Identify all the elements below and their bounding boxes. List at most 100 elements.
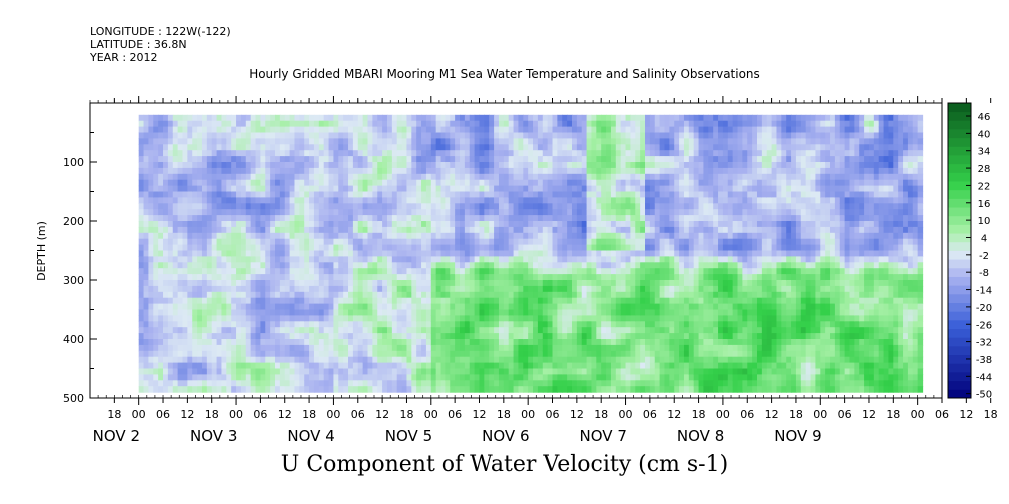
heatmap-cell [581,303,588,311]
heatmap-cell [425,132,432,139]
heatmap-cell [284,221,291,228]
heatmap-cell [221,114,227,122]
heatmap-cell [255,380,261,387]
heatmap-cell [533,221,539,228]
heatmap-cell [377,303,383,311]
heatmap-cell [367,291,373,299]
heatmap-cell [464,197,471,204]
heatmap-cell [153,362,159,370]
heatmap-cell [216,250,223,257]
heatmap-cell [216,268,223,275]
heatmap-cell [357,285,364,293]
heatmap-cell [206,309,213,316]
year-label: YEAR : 2012 [90,51,158,64]
heatmap-cell [391,327,398,334]
heatmap-cell [586,297,593,305]
heatmap-cell [338,244,344,252]
heatmap-cell [172,350,179,358]
heatmap-cell [338,374,344,381]
heatmap-cell [187,156,193,163]
heatmap-cell [508,197,515,204]
heatmap-cell [474,179,481,187]
heatmap-cell [479,285,485,293]
heatmap-cell [528,185,534,193]
heatmap-cell [226,197,232,204]
heatmap-cell [255,256,261,263]
heatmap-cell [411,120,417,128]
heatmap-cell [649,167,656,175]
heatmap-cell [610,321,617,328]
heatmap-cell [498,285,505,293]
heatmap-cell [425,280,432,287]
heatmap-cell [318,150,325,157]
heatmap-cell [460,244,466,252]
heatmap-cell [416,156,422,163]
heatmap-cell [391,221,398,228]
heatmap-cell [498,144,505,151]
heatmap-cell [333,114,339,122]
heatmap-cell [596,221,602,228]
heatmap-cell [153,238,159,246]
heatmap-cell [275,303,281,311]
heatmap-cell [357,179,364,187]
heatmap-cell [620,344,627,352]
heatmap-cell [615,303,622,311]
heatmap-cell [406,333,412,340]
heatmap-cell [528,303,534,311]
heatmap-cell [625,291,632,299]
heatmap-cell [250,150,257,157]
heatmap-cell [445,173,451,181]
heatmap-cell [440,344,447,352]
heatmap-cell [187,203,193,210]
heatmap-cell [571,185,578,193]
heatmap-cell [430,268,437,275]
heatmap-cell [435,380,442,387]
heatmap-cell [440,350,447,358]
heatmap-cell [318,144,325,151]
heatmap-cell [313,185,320,193]
heatmap-cell [304,280,310,287]
heatmap-cell [221,368,227,375]
heatmap-cell [596,126,602,134]
heatmap-cell [610,297,617,305]
heatmap-cell [313,262,320,269]
heatmap-cell [542,350,549,358]
heatmap-cell [294,226,300,234]
heatmap-cell [503,144,510,151]
heatmap-cell [455,203,461,210]
heatmap-cell [172,386,179,393]
heatmap-cell [591,138,597,145]
heatmap-cell [469,350,476,358]
heatmap-cell [601,380,607,387]
heatmap-cell [221,327,227,334]
heatmap-cell [294,321,300,328]
heatmap-cell [484,362,490,370]
heatmap-cell [581,315,588,322]
heatmap-cell [489,244,495,252]
heatmap-cell [503,350,510,358]
heatmap-cell [396,114,403,122]
heatmap-cell [362,132,369,139]
heatmap-cell [289,327,296,334]
heatmap-cell [455,132,461,139]
heatmap-cell [158,185,164,193]
heatmap-cell [615,132,622,139]
heatmap-cell [255,339,261,346]
heatmap-cell [610,144,617,151]
heatmap-cell [201,274,208,281]
heatmap-cell [542,191,549,198]
heatmap-cell [163,156,169,163]
heatmap-cell [377,238,383,246]
heatmap-cell [265,150,271,157]
heatmap-cell [542,268,549,275]
heatmap-cell [425,126,432,134]
heatmap-cell [372,344,378,352]
heatmap-cell [216,285,223,293]
heatmap-cell [425,339,432,346]
heatmap-cell [640,173,646,181]
heatmap-cell [153,144,159,151]
heatmap-cell [275,138,281,145]
heatmap-cell [172,138,179,145]
heatmap-cell [377,197,383,204]
heatmap-cell [596,120,602,128]
